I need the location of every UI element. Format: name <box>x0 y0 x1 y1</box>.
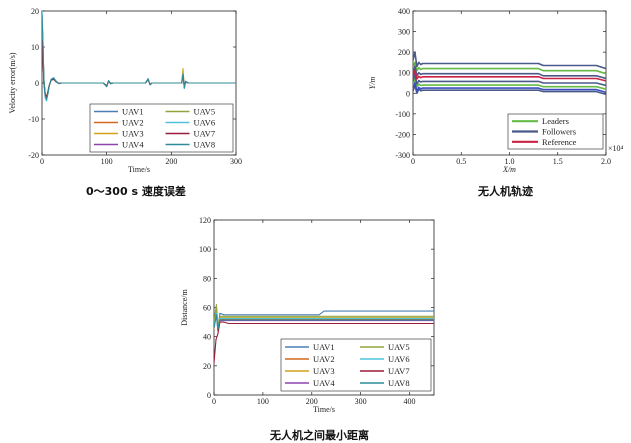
y-tick-label: -20 <box>28 151 39 160</box>
x-tick-label: 300 <box>230 157 242 166</box>
x-multiplier: ×10⁴ <box>608 144 624 153</box>
caption-distance: 无人机之间最小距离 <box>270 429 369 442</box>
series-line-uav8 <box>214 314 434 330</box>
series-group <box>42 11 236 102</box>
series-group <box>413 51 606 96</box>
legend-label-uav8: UAV8 <box>388 378 410 388</box>
x-axis-label: X/m <box>502 165 516 174</box>
legend-label-uav2: UAV2 <box>122 118 144 128</box>
legend-label-uav1: UAV1 <box>313 342 335 352</box>
x-tick-label: 100 <box>257 397 269 406</box>
x-tick-label: 0 <box>411 157 415 166</box>
y-tick-label: 100 <box>199 245 211 254</box>
y-tick-label: 10 <box>31 43 39 52</box>
y-tick-label: 300 <box>398 28 410 37</box>
legend-label-leaders: Leaders <box>542 116 569 126</box>
series-group <box>214 304 434 363</box>
x-tick-label: 100 <box>101 157 113 166</box>
y-tick-label: 400 <box>398 7 410 16</box>
legend-label-uav3: UAV3 <box>122 129 144 139</box>
y-tick-label: -200 <box>395 130 410 139</box>
y-tick-label: 80 <box>203 274 211 283</box>
x-axis-label: Time/s <box>313 405 335 414</box>
x-tick-label: 200 <box>165 157 177 166</box>
y-tick-label: 120 <box>199 216 211 225</box>
y-tick-label: 60 <box>203 304 211 313</box>
y-tick-label: -300 <box>395 151 410 160</box>
legend-label-uav1: UAV1 <box>122 107 144 117</box>
x-axis-label: Time/s <box>128 165 150 174</box>
legend-label-uav6: UAV6 <box>194 118 216 128</box>
legend-label-reference: Reference <box>542 137 577 147</box>
legend-label-followers: Followers <box>542 127 576 137</box>
series-line-followers <box>413 65 606 80</box>
velocity-error-chart: 0 100 200 300 -20 -10 0 10 20 Time/s Velocity erro… <box>8 7 242 174</box>
x-tick-label: 300 <box>355 397 367 406</box>
x-tick-label: 0.5 <box>456 157 466 166</box>
series-line-followers <box>413 82 606 94</box>
caption-velocity: 0～300 s 速度误差 <box>86 185 186 198</box>
x-tick-label: 200 <box>306 397 318 406</box>
y-axis-label: Distance/m <box>180 289 189 326</box>
legend-label-uav7: UAV7 <box>194 129 216 139</box>
y-tick-label: 0 <box>35 79 39 88</box>
y-tick-label: 20 <box>31 7 39 16</box>
legend-label-uav5: UAV5 <box>194 107 216 117</box>
legend-label-uav7: UAV7 <box>388 366 410 376</box>
y-tick-label: 0 <box>406 89 410 98</box>
legend: UAV1 UAV2 UAV3 UAV4 UAV5 UAV6 UAV7 UAV8 <box>280 338 432 392</box>
y-axis-label: Velocity error(m/s) <box>8 52 17 113</box>
x-tick-label: 1.0 <box>505 157 515 166</box>
series-line-followers <box>413 74 606 87</box>
y-tick-label: 0 <box>207 391 211 400</box>
x-tick-label: 2.0 <box>601 157 611 166</box>
y-tick-label: 200 <box>398 48 410 57</box>
x-tick-label: 400 <box>404 397 416 406</box>
series-line-uav6 <box>214 312 434 330</box>
legend-label-uav2: UAV2 <box>313 354 335 364</box>
series-line-leaders <box>413 61 606 75</box>
legend-label-uav4: UAV4 <box>313 378 335 388</box>
legend-label-uav3: UAV3 <box>313 366 335 376</box>
y-tick-label: 40 <box>203 333 211 342</box>
y-axis-label: Y/m <box>368 77 377 90</box>
series-line-uav8 <box>42 14 236 100</box>
y-tick-label: 100 <box>398 69 410 78</box>
legend-label-uav5: UAV5 <box>388 342 410 352</box>
series-line-uav5 <box>214 304 434 326</box>
min-distance-chart: 0 100 200 300 400 0 20 40 60 80 100 120 Time/s Distan… <box>180 216 435 414</box>
x-tick-label: 0 <box>40 157 44 166</box>
series-line-reference <box>413 69 606 82</box>
y-tick-label: -10 <box>28 115 39 124</box>
legend-label-uav6: UAV6 <box>388 354 410 364</box>
series-line-followers <box>413 51 606 70</box>
legend-label-uav8: UAV8 <box>194 140 216 150</box>
trajectory-chart: 0 0.5 1.0 1.5 2.0 -300 -200 -100 0 100 200 300 400 X/… <box>368 7 624 174</box>
y-tick-label: 20 <box>203 362 211 371</box>
x-tick-label: 0 <box>212 397 216 406</box>
x-tick-label: 1.5 <box>553 157 563 166</box>
legend-label-uav4: UAV4 <box>122 140 144 150</box>
caption-trajectory: 无人机轨迹 <box>478 185 533 198</box>
y-tick-label: -100 <box>395 110 410 119</box>
